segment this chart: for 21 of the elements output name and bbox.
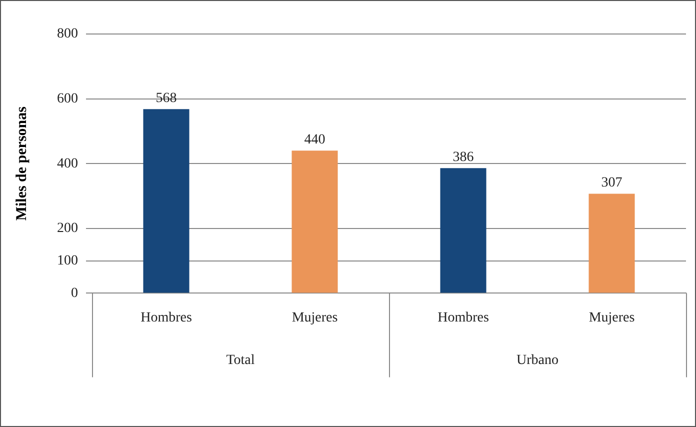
- data-label: 440: [304, 132, 326, 148]
- data-label: 568: [156, 90, 177, 106]
- x-tick-label: Mujeres: [588, 310, 635, 326]
- bar: [292, 150, 338, 293]
- y-tick-label: 800: [57, 26, 78, 42]
- text: Total: [226, 352, 255, 368]
- bar: [440, 168, 486, 293]
- y-tick-label: 200: [57, 221, 78, 236]
- y-axis-title: Miles de personas: [14, 106, 30, 221]
- x-tick-label: Hombres: [438, 310, 489, 326]
- text: Urbano: [516, 352, 558, 368]
- x-tick-label: Hombres: [140, 310, 192, 326]
- x-tick-label: Mujeres: [292, 310, 338, 326]
- bar: [143, 109, 190, 293]
- y-tick-label: 0: [71, 286, 78, 301]
- y-tick-label: 600: [57, 91, 78, 106]
- y-tick-label: 400: [57, 156, 78, 172]
- y-tick-label: 100: [57, 253, 78, 268]
- data-label: 307: [601, 175, 622, 190]
- bar: [588, 194, 635, 293]
- data-label: 386: [452, 150, 474, 165]
